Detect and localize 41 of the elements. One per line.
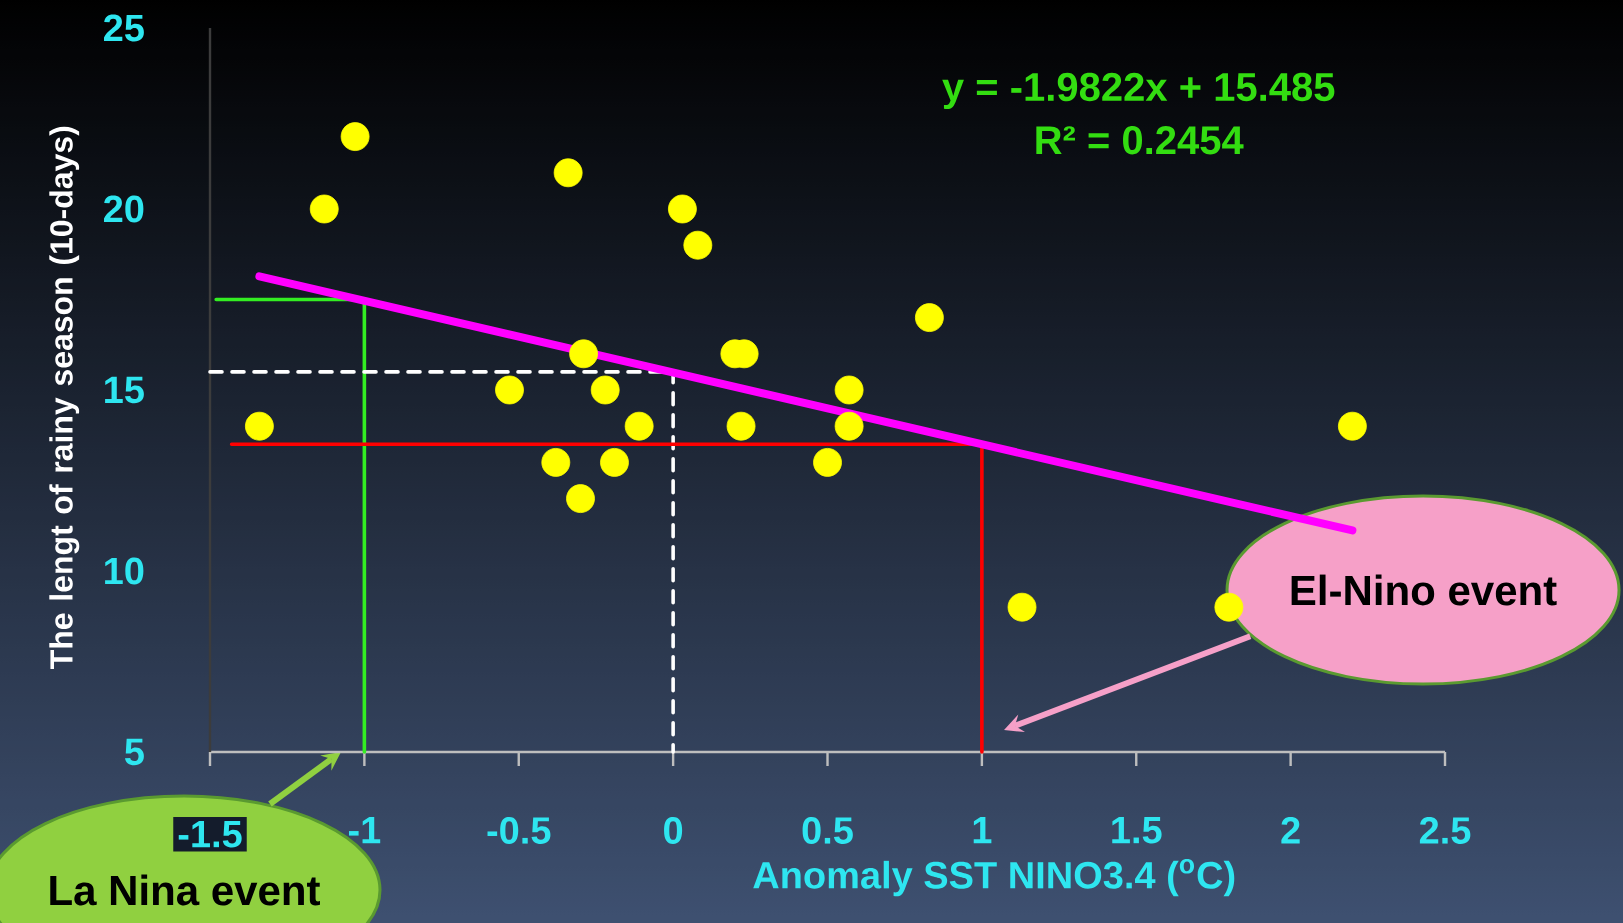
y-tick-label: 25 [104, 14, 144, 42]
point [600, 448, 629, 477]
x-tick-label: 0 [664, 817, 683, 844]
x-tick-label: 0.5 [802, 817, 853, 844]
x-tick-label: -0.5 [487, 817, 551, 844]
x-tick-label: 1.5 [1112, 817, 1162, 844]
y-tick-label: 20 [104, 195, 144, 223]
point [566, 484, 595, 513]
point [1214, 592, 1244, 622]
point [624, 411, 654, 441]
annotation: y = -1.9822x + 15.485 [942, 72, 1335, 110]
point [541, 448, 571, 477]
point [309, 194, 339, 224]
point [683, 230, 713, 260]
x-tick-label: 2 [1281, 817, 1300, 844]
x-tick-label: 2.5 [1419, 817, 1471, 844]
point [726, 411, 756, 441]
point [834, 375, 864, 405]
y-tick-label: 15 [105, 376, 144, 404]
x-tick-label: -1 [348, 817, 381, 844]
x-tick-label: 1 [973, 817, 992, 844]
point [340, 122, 370, 151]
x-tick-label: -1.5 [178, 821, 242, 848]
x-axis-title: Anomaly SST NINO3.4 ($^{o}$C) [753, 859, 1235, 897]
point [1007, 592, 1037, 622]
point [245, 411, 274, 441]
point [667, 194, 697, 224]
point [834, 411, 864, 441]
y-tick-label: 10 [105, 557, 144, 585]
y-tick-label: 5 [124, 738, 144, 766]
annotation: R² = 0.2454 [1036, 126, 1244, 155]
point [1337, 411, 1367, 441]
point [813, 448, 842, 477]
point [590, 375, 620, 405]
point [914, 303, 944, 332]
text: La Nina event [50, 874, 320, 906]
point [569, 339, 598, 369]
point [553, 158, 583, 188]
y-axis-title: The lengt of rainy season (10-days) [49, 126, 80, 669]
point [495, 375, 524, 405]
annotation: El-Nino event [1291, 574, 1557, 606]
